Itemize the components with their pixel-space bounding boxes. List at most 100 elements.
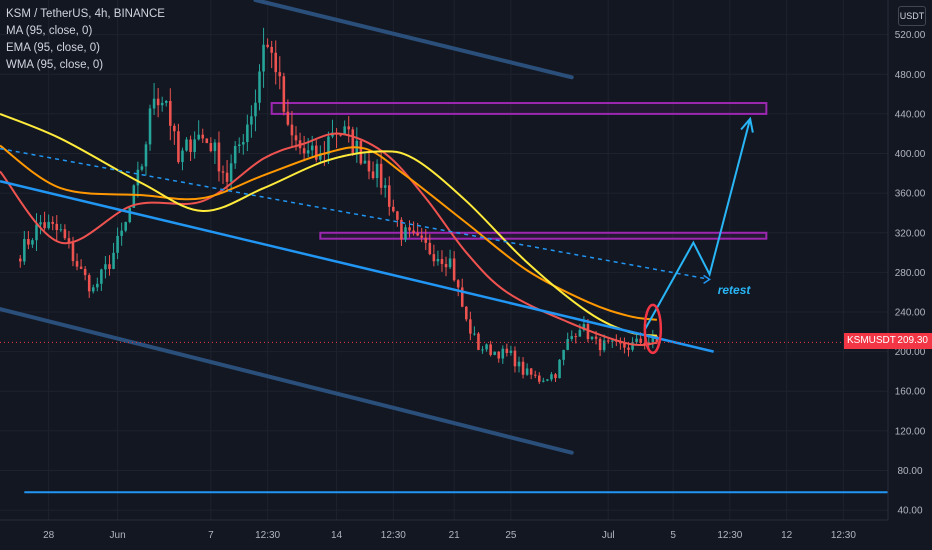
candle	[278, 56, 282, 90]
candle	[221, 165, 225, 184]
candle	[533, 370, 537, 379]
candle	[590, 336, 594, 341]
candle	[266, 38, 269, 49]
candle	[100, 268, 103, 291]
candle	[529, 368, 533, 380]
price-axis[interactable]: 40.00 80.00 120.00 160.00 200.00 240.00 280.00…	[895, 30, 926, 516]
candle	[181, 147, 184, 171]
last-price-tag: KSMUSDT 209.30	[844, 333, 932, 349]
price-tick-label: 480.00	[895, 70, 926, 81]
candle	[469, 311, 472, 341]
candle	[128, 206, 132, 224]
candle	[448, 249, 452, 270]
candle	[546, 379, 549, 382]
moving-average-lines	[0, 112, 658, 347]
time-tick-label: Jul	[602, 530, 615, 541]
time-tick-label: 12:30	[381, 530, 406, 541]
candle	[598, 336, 602, 357]
candle	[233, 141, 237, 169]
projection-arrowhead	[740, 116, 754, 133]
candle	[55, 215, 59, 241]
candle	[237, 137, 241, 153]
candle	[148, 104, 152, 151]
candle	[444, 256, 448, 277]
price-tick-label: 360.00	[895, 189, 926, 200]
price-tick-label: 200.00	[895, 347, 926, 358]
candle	[456, 279, 460, 297]
candle	[43, 211, 46, 231]
price-tick-label: 520.00	[895, 30, 926, 41]
candle	[209, 137, 213, 153]
candle	[359, 138, 363, 166]
candle	[371, 161, 375, 180]
candle	[270, 40, 273, 69]
candle	[104, 256, 107, 279]
candle	[327, 131, 330, 165]
candle	[164, 100, 168, 107]
candle	[505, 343, 509, 357]
candle	[302, 135, 306, 162]
dashed-arrowhead	[703, 274, 711, 284]
candle	[23, 230, 26, 265]
candle	[217, 131, 221, 182]
candle	[473, 326, 476, 336]
candle	[258, 64, 261, 111]
candle	[79, 259, 83, 270]
price-tick-label: 40.00	[897, 506, 922, 517]
candle	[310, 135, 314, 157]
candle	[485, 343, 488, 352]
candle	[570, 330, 574, 342]
wma-line	[0, 112, 658, 337]
main-trendline	[0, 180, 714, 353]
candle	[351, 126, 355, 157]
candle	[59, 223, 63, 233]
candle	[75, 253, 79, 271]
projection-path	[643, 118, 752, 331]
time-tick-label: 12:30	[717, 530, 742, 541]
breakout-circle-marker	[643, 303, 663, 355]
price-tick-label: 160.00	[895, 387, 926, 398]
time-tick-label: 5	[670, 530, 676, 541]
candle	[525, 363, 529, 376]
currency-unit-button[interactable]: USDT	[898, 6, 926, 26]
candlestick-series	[18, 27, 659, 385]
candle	[51, 216, 54, 231]
candle	[574, 333, 578, 344]
candle	[156, 88, 160, 118]
time-tick-label: 28	[43, 530, 55, 541]
candle	[201, 128, 205, 143]
candle	[31, 238, 34, 248]
candle	[404, 224, 407, 243]
candle	[550, 372, 553, 382]
candle	[108, 255, 111, 276]
candle	[39, 214, 42, 235]
candle	[432, 244, 436, 267]
candle	[412, 221, 415, 236]
candle	[18, 255, 22, 268]
candle	[242, 133, 245, 155]
candle	[347, 116, 350, 143]
candle	[460, 278, 464, 308]
chart-grid	[0, 0, 888, 520]
time-axis[interactable]: 28 Jun 7 12:30 14 12:30 21 25 Jul 5 12:30 12 12:30	[43, 530, 856, 541]
candle	[375, 159, 379, 188]
candle	[521, 357, 525, 379]
candle	[124, 221, 127, 233]
candle	[47, 214, 50, 230]
candle	[112, 242, 115, 270]
channel-lines	[0, 0, 574, 455]
time-tick-label: 7	[208, 530, 214, 541]
candle	[387, 176, 391, 216]
candle	[602, 334, 606, 353]
candle	[144, 141, 148, 176]
candle	[274, 40, 278, 85]
candle	[290, 111, 294, 147]
candle	[465, 306, 468, 322]
candle	[343, 120, 346, 136]
resistance-zone-lower	[319, 231, 768, 240]
candle	[87, 273, 91, 298]
candle	[152, 82, 156, 115]
candle	[363, 152, 367, 164]
